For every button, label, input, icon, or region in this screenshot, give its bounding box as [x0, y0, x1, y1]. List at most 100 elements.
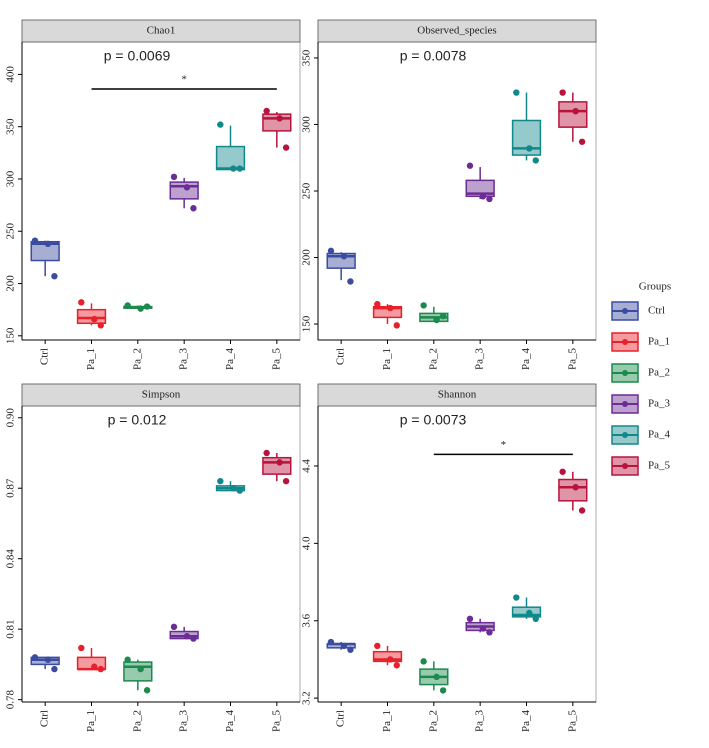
point — [124, 302, 131, 309]
x-tick-label: Pa_1 — [381, 710, 393, 732]
legend-key-point — [622, 401, 628, 407]
point — [526, 609, 533, 617]
facet-title: Shannon — [438, 389, 477, 401]
point — [51, 273, 58, 280]
point — [31, 237, 39, 244]
x-tick-label: Ctrl — [335, 710, 347, 727]
point — [170, 173, 178, 181]
point — [183, 633, 191, 640]
y-tick-label: 4.0 — [301, 536, 313, 550]
box — [169, 181, 199, 200]
legend-title: Groups — [639, 281, 671, 293]
point — [387, 304, 394, 312]
box — [558, 478, 588, 502]
legend-label: Ctrl — [648, 305, 665, 317]
point — [263, 107, 270, 115]
y-tick-label: 250 — [5, 223, 17, 240]
point — [559, 89, 566, 96]
x-tick-label: Pa_5 — [566, 710, 578, 733]
point — [78, 299, 85, 306]
facet-strip — [21, 19, 301, 43]
point — [236, 487, 243, 494]
point — [137, 665, 144, 673]
point — [393, 322, 400, 329]
x-tick-label: Ctrl — [335, 348, 347, 365]
y-tick-label: 3.2 — [301, 691, 313, 705]
x-tick-label: Pa_4 — [520, 710, 532, 733]
x-tick-label: Pa_3 — [474, 348, 486, 371]
x-tick-label: Pa_2 — [427, 348, 439, 370]
y-tick-label: 300 — [5, 170, 17, 187]
point — [51, 665, 58, 673]
point — [340, 642, 348, 650]
legend-label: Pa_5 — [648, 460, 671, 472]
p-value: p = 0.0073 — [400, 412, 467, 428]
point — [572, 107, 579, 115]
x-tick-label: Pa_4 — [520, 348, 532, 371]
x-tick-label: Pa_2 — [131, 348, 143, 370]
y-tick-label: 400 — [5, 66, 17, 83]
point — [282, 144, 290, 151]
point — [217, 477, 224, 485]
y-tick-label: 200 — [5, 275, 17, 292]
legend-key-point — [622, 432, 628, 438]
facet-title: Chao1 — [147, 25, 176, 37]
legend-key-point — [622, 339, 628, 345]
point — [439, 312, 447, 320]
point — [433, 316, 440, 324]
x-tick-label: Pa_1 — [85, 348, 97, 370]
point — [532, 615, 539, 623]
point — [327, 247, 335, 255]
point — [479, 193, 487, 200]
point — [276, 459, 283, 466]
point — [393, 662, 400, 669]
point — [347, 278, 354, 285]
point — [143, 687, 151, 694]
point — [137, 305, 144, 312]
point — [44, 240, 52, 248]
facet-strip — [317, 19, 597, 43]
point — [31, 654, 39, 661]
box — [372, 650, 403, 663]
point — [44, 656, 52, 663]
point — [91, 315, 98, 323]
point — [532, 157, 539, 164]
point — [513, 89, 520, 96]
box — [262, 113, 292, 132]
x-tick-label: Pa_5 — [270, 348, 282, 371]
y-tick-label: 0.87 — [5, 478, 17, 498]
x-tick-label: Ctrl — [39, 348, 51, 365]
y-tick-label: 0.84 — [5, 549, 17, 569]
panel-background — [21, 405, 301, 703]
x-tick-label: Pa_5 — [566, 348, 578, 371]
legend-key-point — [622, 463, 628, 469]
y-tick-label: 350 — [5, 118, 17, 135]
point — [190, 635, 197, 642]
point — [559, 468, 566, 475]
facet-strip — [317, 383, 597, 407]
point — [374, 642, 381, 650]
x-tick-label: Pa_2 — [131, 710, 143, 732]
x-tick-label: Pa_4 — [224, 348, 236, 371]
point — [190, 205, 197, 212]
point — [578, 138, 586, 145]
point — [486, 629, 493, 636]
legend-key-point — [622, 308, 628, 314]
significance-label: * — [501, 439, 507, 451]
point — [420, 302, 427, 309]
box — [558, 101, 588, 128]
point — [374, 300, 381, 308]
point — [340, 252, 348, 260]
point — [230, 165, 237, 172]
p-value: p = 0.0069 — [104, 48, 171, 64]
x-tick-label: Pa_4 — [224, 710, 236, 733]
y-tick-label: 0.78 — [5, 690, 17, 710]
point — [439, 687, 447, 694]
y-tick-label: 150 — [301, 315, 313, 332]
point — [183, 184, 191, 191]
point — [170, 623, 178, 631]
facet-title: Simpson — [142, 389, 181, 401]
y-tick-label: 0.90 — [5, 408, 17, 428]
y-tick-label: 0.81 — [5, 620, 17, 639]
y-tick-label: 350 — [301, 49, 313, 66]
